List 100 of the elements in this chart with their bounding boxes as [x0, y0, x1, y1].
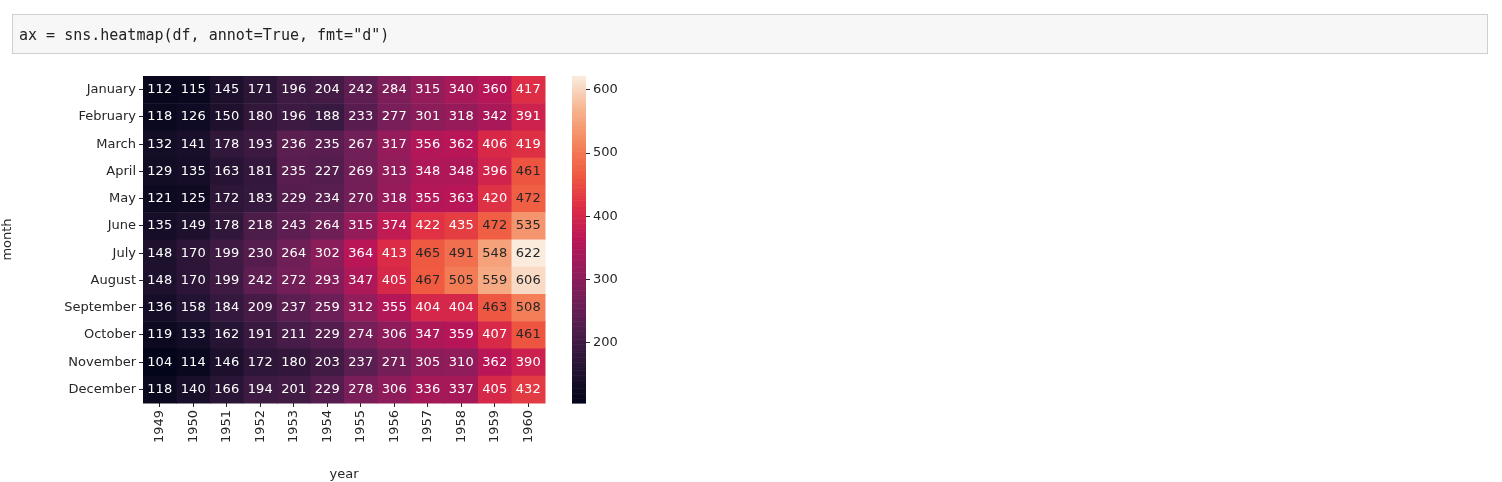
data-label: 348 — [415, 162, 441, 178]
data-label: 347 — [415, 326, 441, 342]
color-bar-label: 600 — [593, 81, 618, 97]
data-label: 235 — [314, 135, 340, 151]
data-label: 158 — [180, 299, 206, 314]
data-label: 508 — [515, 299, 541, 314]
data-label: 313 — [381, 162, 407, 178]
data-label: 135 — [147, 217, 173, 233]
data-label: 491 — [448, 244, 474, 260]
data-label: 359 — [448, 326, 474, 342]
y-tick-label: January — [85, 81, 137, 96]
y-axis-title: month — [0, 218, 15, 261]
data-label: 180 — [247, 108, 273, 124]
y-tick-label: October — [83, 326, 137, 342]
data-label: 148 — [147, 271, 173, 287]
data-label: 171 — [247, 81, 273, 96]
data-label: 114 — [180, 353, 206, 369]
text: ax = sns.heatmap(df, annot=True, fmt="d") — [12, 14, 1488, 54]
data-label: 374 — [381, 217, 407, 233]
x-tick-label: 1959 — [486, 410, 502, 444]
data-label: 118 — [147, 380, 173, 396]
x-tick-label: 1949 — [151, 410, 167, 444]
data-label: 170 — [180, 271, 206, 287]
data-label: 271 — [381, 353, 407, 369]
data-label: 135 — [180, 162, 206, 178]
data-label: 112 — [147, 81, 173, 96]
data-label: 312 — [348, 299, 374, 314]
data-label: 140 — [180, 380, 206, 396]
data-label: 293 — [314, 271, 340, 287]
data-label: 233 — [348, 108, 374, 124]
data-label: 310 — [448, 353, 474, 369]
data-label: 548 — [482, 244, 508, 260]
data-label: 317 — [381, 135, 407, 151]
data-label: 315 — [348, 217, 374, 233]
y-tick-label: April — [106, 162, 136, 178]
data-label: 405 — [381, 271, 407, 287]
data-label: 417 — [515, 81, 541, 96]
data-label: 234 — [314, 190, 340, 205]
color-bar-label: 200 — [593, 333, 618, 349]
data-label: 435 — [448, 217, 474, 233]
y-tick-label: September — [64, 299, 137, 314]
y-tick-label: July — [111, 244, 137, 260]
data-label: 129 — [147, 162, 173, 178]
data-label: 183 — [247, 190, 273, 205]
data-label: 301 — [415, 108, 441, 124]
data-label: 505 — [448, 271, 474, 287]
data-label: 306 — [381, 326, 407, 342]
data-label: 229 — [281, 190, 307, 205]
data-label: 337 — [448, 380, 474, 396]
data-label: 204 — [314, 81, 340, 96]
data-label: 270 — [348, 190, 374, 205]
data-label: 146 — [214, 353, 240, 369]
data-label: 461 — [515, 326, 541, 342]
data-label: 115 — [180, 81, 206, 96]
data-label: 465 — [415, 244, 441, 260]
data-label: 422 — [415, 217, 441, 233]
data-label: 172 — [214, 190, 240, 205]
data-label: 305 — [415, 353, 441, 369]
data-label: 235 — [281, 162, 307, 178]
data-label: 405 — [482, 380, 508, 396]
data-label: 118 — [147, 108, 173, 124]
data-label: 420 — [482, 190, 508, 205]
data-label: 362 — [482, 353, 508, 369]
data-label: 472 — [482, 217, 508, 233]
data-label: 229 — [314, 326, 340, 342]
x-tick-label: 1958 — [452, 410, 468, 444]
data-label: 259 — [314, 299, 340, 314]
x-axis-title: year — [329, 465, 360, 481]
data-label: 119 — [147, 326, 173, 342]
data-label: 237 — [281, 299, 307, 314]
data-label: 181 — [247, 162, 273, 178]
y-tick-label: August — [90, 271, 136, 287]
data-label: 121 — [147, 190, 173, 205]
x-tick-label: 1953 — [285, 410, 301, 444]
data-label: 461 — [515, 162, 541, 178]
data-label: 269 — [348, 162, 374, 178]
data-label: 242 — [348, 81, 374, 96]
data-label: 274 — [348, 326, 374, 342]
data-label: 150 — [214, 108, 240, 124]
x-tick-label: 1955 — [352, 410, 368, 444]
data-label: 364 — [348, 244, 374, 260]
data-label: 363 — [448, 190, 474, 205]
data-label: 104 — [147, 353, 173, 369]
data-label: 278 — [348, 380, 374, 396]
data-label: 396 — [482, 162, 508, 178]
data-label: 199 — [214, 271, 240, 287]
data-label: 606 — [515, 271, 541, 287]
data-label: 199 — [214, 244, 240, 260]
color-bar-label: 500 — [593, 144, 618, 160]
data-label: 196 — [281, 81, 307, 96]
y-tick-label: November — [68, 353, 137, 369]
y-tick-label: May — [109, 190, 137, 205]
data-label: 172 — [247, 353, 273, 369]
data-label: 178 — [214, 135, 240, 151]
data-label: 227 — [314, 162, 340, 178]
data-label: 178 — [214, 217, 240, 233]
data-label: 184 — [214, 299, 240, 314]
data-label: 201 — [281, 380, 307, 396]
x-tick-label: 1950 — [184, 410, 200, 444]
data-label: 272 — [281, 271, 307, 287]
